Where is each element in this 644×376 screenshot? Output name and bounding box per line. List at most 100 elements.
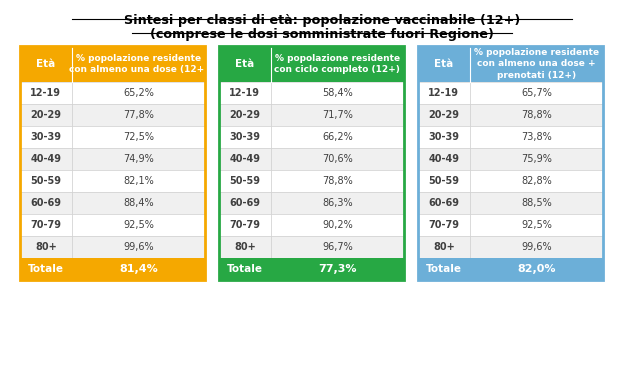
Text: % popolazione residente
con almeno una dose (12+): % popolazione residente con almeno una d… [69, 54, 208, 74]
Text: 78,8%: 78,8% [521, 110, 552, 120]
Text: 92,5%: 92,5% [521, 220, 552, 230]
Bar [20, 46, 71, 82]
Bar [20, 104, 71, 126]
Text: 90,2%: 90,2% [322, 220, 353, 230]
Bar [20, 82, 71, 104]
Text: 60-69: 60-69 [428, 198, 459, 208]
Text: 70-79: 70-79 [30, 220, 61, 230]
Bar [270, 170, 404, 192]
Bar [71, 46, 205, 82]
Text: 60-69: 60-69 [30, 198, 61, 208]
Bar [20, 126, 71, 148]
Bar [219, 214, 270, 236]
Text: Totale: Totale [426, 264, 462, 274]
Text: 80+: 80+ [234, 242, 256, 252]
Text: (comprese le dosi somministrate fuori Regione): (comprese le dosi somministrate fuori Re… [150, 28, 494, 41]
Bar [20, 192, 71, 214]
Bar [71, 236, 205, 258]
Text: 12-19: 12-19 [30, 88, 61, 98]
Bar [418, 126, 470, 148]
Bar [71, 192, 205, 214]
Bar [470, 170, 603, 192]
Text: 20-29: 20-29 [229, 110, 260, 120]
Bar [470, 148, 603, 170]
Bar [270, 192, 404, 214]
Text: 70-79: 70-79 [428, 220, 459, 230]
Bar [219, 192, 270, 214]
Bar [418, 214, 470, 236]
Text: 74,9%: 74,9% [123, 154, 154, 164]
Text: 80+: 80+ [35, 242, 57, 252]
Bar [418, 258, 470, 280]
Bar [219, 258, 270, 280]
Text: % popolazione residente
con almeno una dose +
prenotati (12+): % popolazione residente con almeno una d… [474, 49, 599, 80]
Bar [219, 126, 270, 148]
Bar [20, 236, 71, 258]
Text: 96,7%: 96,7% [322, 242, 353, 252]
Text: 71,7%: 71,7% [322, 110, 353, 120]
Bar [270, 104, 404, 126]
Text: 50-59: 50-59 [30, 176, 61, 186]
Bar [270, 258, 404, 280]
Bar [270, 82, 404, 104]
Text: 40-49: 40-49 [428, 154, 459, 164]
Bar [20, 46, 205, 280]
Text: Età: Età [36, 59, 55, 69]
Bar [470, 104, 603, 126]
Text: 80+: 80+ [433, 242, 455, 252]
Bar [270, 236, 404, 258]
Bar [219, 236, 270, 258]
Bar [270, 148, 404, 170]
Bar [418, 104, 470, 126]
Bar [20, 214, 71, 236]
Text: 81,4%: 81,4% [119, 264, 158, 274]
Text: 70,6%: 70,6% [322, 154, 353, 164]
Bar [418, 82, 470, 104]
Bar [470, 236, 603, 258]
Bar [418, 236, 470, 258]
Text: Età: Età [235, 59, 254, 69]
Text: 65,7%: 65,7% [521, 88, 552, 98]
Bar [20, 148, 71, 170]
Bar [71, 126, 205, 148]
Bar [470, 126, 603, 148]
Text: Totale: Totale [28, 264, 64, 274]
Text: 65,2%: 65,2% [123, 88, 154, 98]
Text: 75,9%: 75,9% [521, 154, 552, 164]
Bar [20, 170, 71, 192]
Text: 77,8%: 77,8% [123, 110, 154, 120]
Text: Sintesi per classi di età: popolazione vaccinabile (12+): Sintesi per classi di età: popolazione v… [124, 14, 520, 27]
Bar [270, 126, 404, 148]
Bar [470, 46, 603, 82]
Text: 99,6%: 99,6% [123, 242, 154, 252]
Bar [470, 258, 603, 280]
Text: 88,5%: 88,5% [521, 198, 552, 208]
Bar [418, 148, 470, 170]
Text: 73,8%: 73,8% [521, 132, 552, 142]
Text: 12-19: 12-19 [428, 88, 459, 98]
Text: 72,5%: 72,5% [123, 132, 154, 142]
Bar [71, 82, 205, 104]
Bar [270, 46, 404, 82]
Bar [470, 192, 603, 214]
Bar [71, 148, 205, 170]
Bar [470, 82, 603, 104]
Text: 50-59: 50-59 [428, 176, 459, 186]
Text: 58,4%: 58,4% [322, 88, 353, 98]
Text: 70-79: 70-79 [229, 220, 260, 230]
Bar [270, 214, 404, 236]
Bar [71, 104, 205, 126]
Text: 66,2%: 66,2% [322, 132, 353, 142]
Bar [219, 46, 404, 280]
Text: 50-59: 50-59 [229, 176, 260, 186]
Text: 30-39: 30-39 [30, 132, 61, 142]
Text: 82,8%: 82,8% [521, 176, 552, 186]
Bar [71, 214, 205, 236]
Bar [71, 170, 205, 192]
Bar [71, 258, 205, 280]
Bar [219, 148, 270, 170]
Bar [418, 46, 470, 82]
Text: 99,6%: 99,6% [521, 242, 552, 252]
Bar [219, 104, 270, 126]
Text: 82,0%: 82,0% [517, 264, 556, 274]
